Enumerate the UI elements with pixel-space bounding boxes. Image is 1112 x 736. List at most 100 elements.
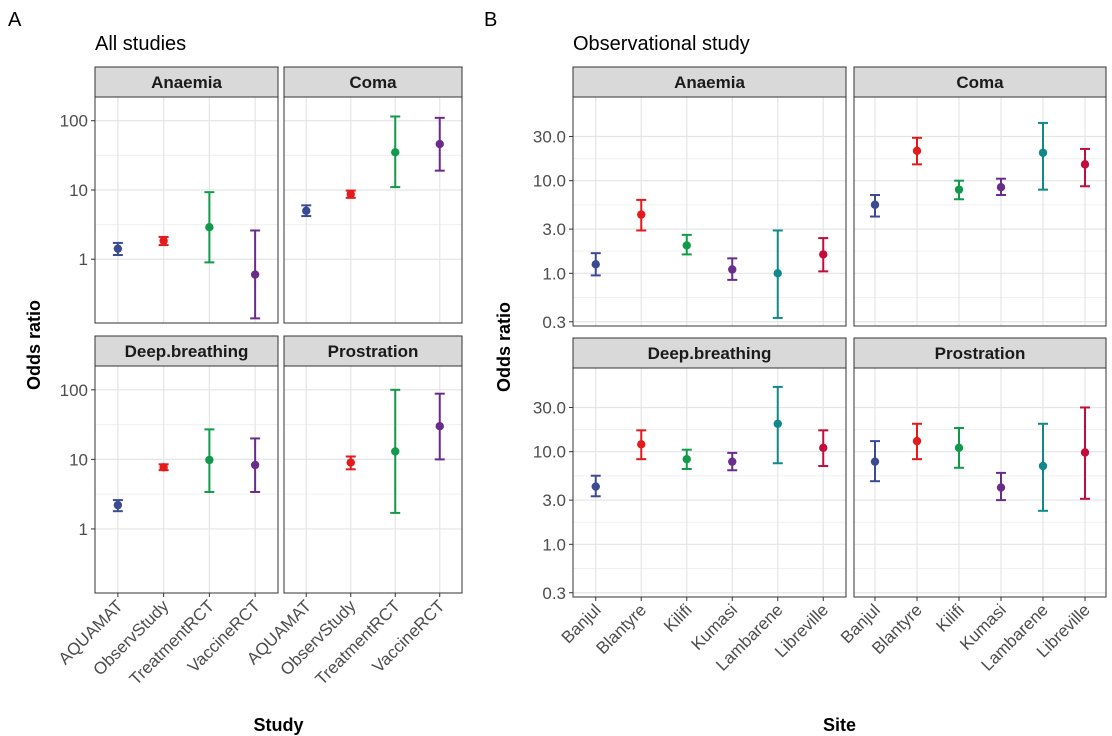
point-marker	[773, 419, 782, 428]
point-marker	[113, 500, 123, 510]
facet-border	[572, 367, 847, 598]
chart-title: All studies	[95, 33, 186, 55]
data-point-kumasi	[727, 451, 738, 472]
data-point-vaccinerct	[250, 437, 261, 493]
data-point-treatmentrct	[390, 388, 401, 514]
y-tick-label: 1	[79, 520, 88, 539]
point-marker	[728, 265, 737, 274]
facet-anaemia: Anaemia 0.3 1.0 3.0 10.0 30.0	[533, 66, 847, 332]
point-marker	[1038, 461, 1048, 471]
facet-deep-breathing: Deep.breathing110100AQUAMATObservStudyTr…	[55, 335, 279, 689]
data-point-blantyre	[912, 136, 922, 166]
point-marker	[773, 269, 782, 278]
point-marker	[346, 458, 355, 467]
y-tick-label: 10.0	[533, 443, 566, 462]
facet-strip	[94, 335, 279, 367]
data-point-blantyre	[912, 422, 922, 461]
y-tick-label: 10.0	[533, 172, 566, 191]
facet-strip-label: Anaemia	[674, 73, 745, 92]
point-marker	[1038, 148, 1048, 157]
point-marker	[819, 250, 828, 259]
facet-border	[94, 96, 279, 324]
point-marker	[637, 440, 646, 449]
data-point-treatmentrct	[204, 428, 215, 493]
data-point-lambarene	[772, 229, 783, 319]
y-tick-label: 1.0	[542, 264, 566, 283]
data-point-kumasi	[996, 471, 1006, 502]
x-tick-label: Kilifi	[660, 600, 695, 635]
data-point-observstudy	[345, 455, 356, 471]
y-tick-label: 100	[60, 112, 88, 131]
facet-border	[572, 96, 847, 327]
data-point-kilifi	[954, 427, 964, 469]
data-point-vaccinerct	[250, 229, 261, 320]
data-point-vaccinerct	[434, 392, 445, 461]
point-marker	[435, 421, 444, 431]
data-point-observstudy	[158, 235, 169, 247]
y-tick-label: 10	[69, 181, 88, 200]
point-marker	[302, 206, 311, 216]
point-marker	[391, 447, 400, 456]
y-tick-label: 3.0	[542, 220, 566, 239]
facet-border	[853, 96, 1107, 327]
point-marker	[435, 139, 444, 149]
data-point-blantyre	[636, 198, 647, 232]
data-point-kilifi	[954, 179, 964, 201]
facet-strip	[853, 337, 1107, 369]
y-axis-label: Odds ratio	[24, 300, 44, 390]
facet-border	[853, 367, 1107, 598]
point-marker	[250, 460, 260, 470]
point-marker	[912, 436, 922, 446]
x-axis-label: Site	[823, 715, 856, 735]
data-point-aquamat	[112, 241, 123, 257]
point-marker	[996, 183, 1006, 192]
point-marker	[391, 148, 400, 157]
x-tick-label: Blantyre	[593, 600, 651, 658]
data-point-aquamat	[301, 204, 312, 218]
point-marker	[870, 200, 880, 209]
point-marker	[1080, 160, 1090, 169]
data-point-treatmentrct	[390, 115, 401, 189]
x-tick-label: Kilifi	[932, 600, 967, 635]
data-point-treatmentrct	[204, 191, 215, 264]
data-point-banjul	[870, 440, 880, 483]
data-point-libreville	[1080, 406, 1090, 500]
data-point-kumasi	[996, 177, 1006, 197]
data-point-observstudy	[158, 463, 169, 472]
data-point-kilifi	[681, 448, 692, 471]
point-marker	[954, 185, 964, 194]
facet-strip-label: Prostration	[328, 342, 419, 361]
facet-border	[283, 365, 463, 594]
y-tick-label: 10	[69, 450, 88, 469]
point-marker	[591, 260, 600, 269]
data-point-observstudy	[345, 189, 356, 199]
y-axis-label: Odds ratio	[494, 302, 514, 392]
data-point-vaccinerct	[434, 116, 445, 172]
y-tick-label: 30.0	[533, 127, 566, 146]
facet-strip	[853, 66, 1107, 98]
point-marker	[205, 455, 214, 465]
data-point-banjul	[590, 474, 601, 498]
point-marker	[205, 223, 214, 232]
facet-prostration: ProstrationAQUAMATObservStudyTreatmentRC…	[243, 335, 463, 689]
facet-border	[94, 365, 279, 594]
facet-strip	[283, 66, 463, 98]
point-marker	[250, 270, 260, 279]
facet-strip-label: Deep.breathing	[648, 344, 772, 363]
point-marker	[728, 457, 737, 466]
point-marker	[819, 443, 828, 453]
data-point-kilifi	[681, 233, 692, 256]
data-point-lambarene	[1038, 121, 1048, 191]
point-marker	[954, 443, 964, 453]
data-point-kumasi	[727, 257, 738, 281]
facet-strip-label: Anaemia	[151, 73, 222, 92]
point-marker	[113, 244, 123, 253]
point-marker	[912, 146, 922, 156]
point-marker	[159, 463, 168, 472]
facet-strip-label: Coma	[349, 73, 397, 92]
panel-all-studies: All studies Odds ratio Study Anaemia 1 10 100 C…	[24, 33, 463, 735]
facet-border	[283, 96, 463, 324]
point-marker	[870, 457, 880, 466]
